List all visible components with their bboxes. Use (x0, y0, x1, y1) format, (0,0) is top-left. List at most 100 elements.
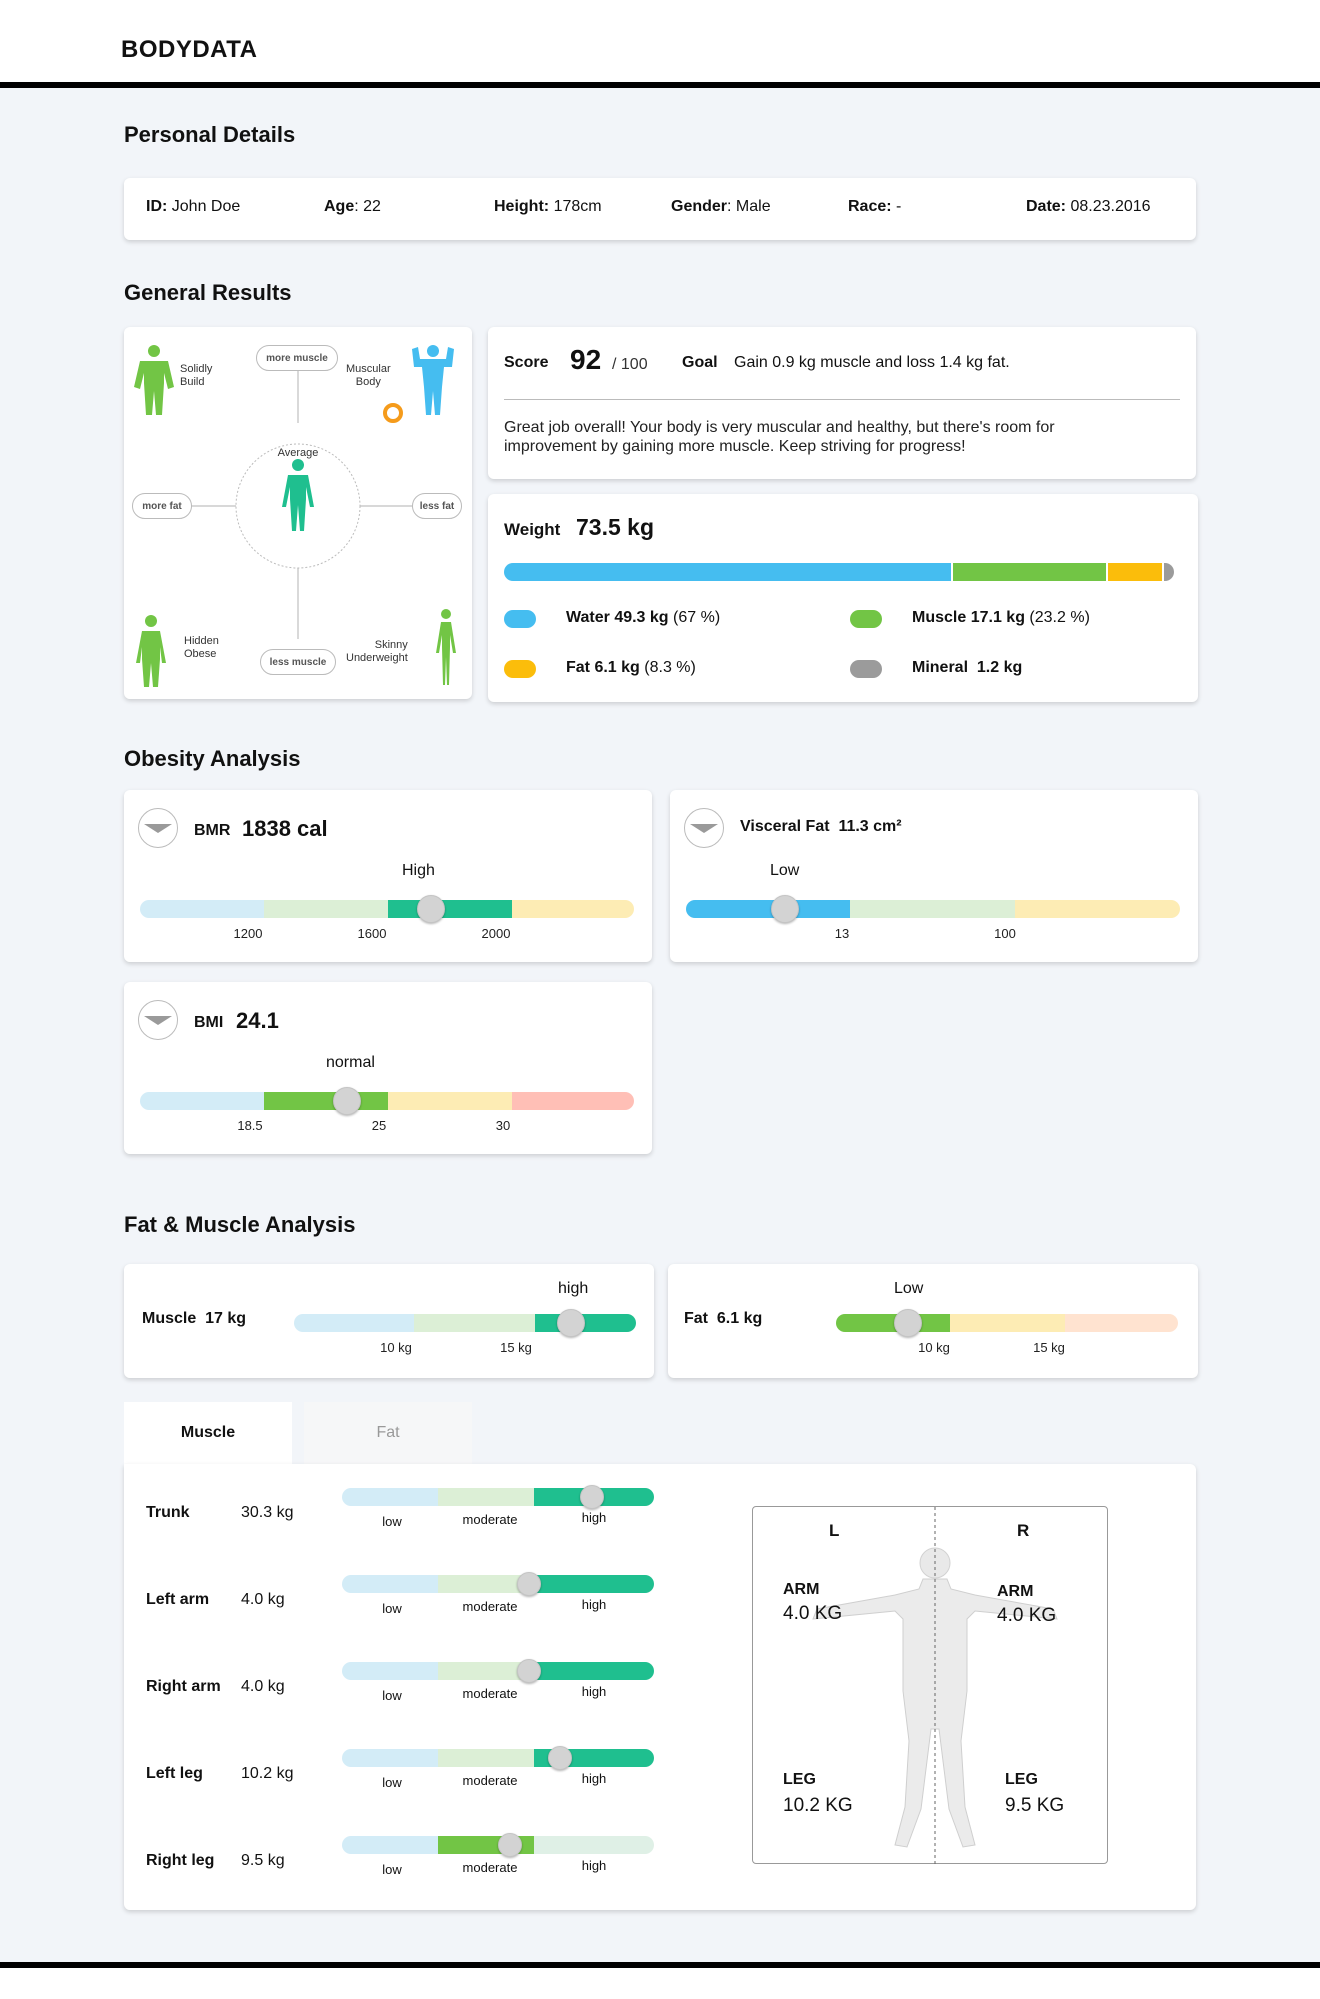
composition-segment-water (504, 563, 953, 581)
segment-row-marker (579, 1485, 604, 1509)
muscle-summary-tick-1: 10 kg (380, 1340, 412, 1355)
bmr-expand-toggle[interactable] (138, 808, 178, 848)
segment-row-track (342, 1488, 654, 1506)
composition-segment-mineral (1163, 563, 1174, 581)
segment-row-name: Right leg (146, 1852, 215, 1869)
bmi-expand-toggle[interactable] (138, 1000, 178, 1040)
water-swatch (504, 610, 536, 628)
scale-low: low (382, 1514, 402, 1529)
chevron-down-icon (144, 823, 172, 833)
bmr-tick-1: 1200 (233, 926, 263, 941)
segment-row-value: 4.0 kg (241, 1591, 285, 1608)
bmi-tick-2: 25 (371, 1118, 387, 1133)
personal-details-title: Personal Details (124, 122, 296, 147)
visceral-fat-heading: Visceral Fat 11.3 cm² (740, 818, 902, 835)
solidly-build-icon (134, 345, 174, 415)
track-segment (342, 1575, 438, 1593)
track-segment (534, 1575, 654, 1593)
scale-high: high (581, 1858, 607, 1873)
score-value: 92 (570, 344, 602, 375)
bmr-tick-2: 1600 (357, 926, 387, 941)
average-label: Average (277, 447, 319, 459)
segment-row-value: 10.2 kg (241, 1765, 294, 1782)
segment-row-marker (517, 1572, 542, 1596)
right-arm-value: 4.0 KG (997, 1605, 1057, 1626)
bmr-status: High (402, 862, 435, 879)
more-fat-pill: more fat (132, 493, 192, 519)
composition-segment-fat (1108, 563, 1164, 581)
height-field: Height: 178cm (494, 198, 602, 215)
scale-high: high (581, 1684, 607, 1699)
segment-row-marker (548, 1746, 573, 1770)
hidden-obese-icon (136, 615, 166, 687)
segment-row-track (342, 1662, 654, 1680)
weight-card: Weight 73.5 kg Water 49.3 kg (67 %) Musc… (488, 494, 1198, 702)
more-muscle-pill: more muscle (256, 345, 338, 371)
track-segment (438, 1575, 534, 1593)
left-leg-value: 10.2 KG (783, 1795, 853, 1816)
fat-summary-status: Low (894, 1280, 924, 1297)
tab-fat[interactable]: Fat (304, 1402, 472, 1464)
score-divider (504, 399, 1180, 400)
mineral-legend: Mineral 1.2 kg (912, 659, 1023, 676)
segment-row-marker (498, 1833, 523, 1857)
track-segment (342, 1749, 438, 1767)
skinny-underweight-icon (436, 609, 456, 685)
id-field: ID: John Doe (146, 198, 241, 215)
body-right-label: R (1017, 1521, 1030, 1540)
general-results-title: General Results (124, 280, 292, 305)
right-leg-label: LEG (1005, 1771, 1038, 1788)
score-summary: Great job overall! Your body is very mus… (504, 419, 1055, 455)
visceral-marker (770, 895, 799, 923)
average-body-icon (282, 459, 314, 531)
tab-muscle[interactable]: Muscle (124, 1402, 292, 1464)
bmi-marker (333, 1087, 362, 1115)
muscle-swatch (850, 610, 882, 628)
muscular-body-label: Muscular Body (346, 363, 391, 388)
body-silhouette-icon (812, 1507, 1058, 1865)
fat-muscle-analysis-title: Fat & Muscle Analysis (124, 1212, 356, 1237)
visceral-status: Low (770, 862, 800, 879)
brand-logo: BODYDATA (121, 36, 258, 63)
scale-low: low (382, 1688, 402, 1703)
left-leg-label: LEG (783, 1771, 816, 1788)
visceral-tick-2: 100 (994, 926, 1016, 941)
personal-details-card: ID: John Doe Age: 22 Height: 178cm Gende… (124, 178, 1196, 240)
gender-field: Gender: Male (671, 198, 771, 215)
track-segment (438, 1662, 534, 1680)
segment-analysis-panel: Trunk 30.3 kg low moderate high Left arm 4.0 k… (124, 1464, 1196, 1910)
fat-summary-tick-2: 15 kg (1033, 1340, 1065, 1355)
track-segment (342, 1836, 438, 1854)
fat-swatch (504, 660, 536, 678)
visceral-expand-toggle[interactable] (684, 808, 724, 848)
score-label: Score (504, 354, 549, 371)
visceral-tick-1: 13 (834, 926, 850, 941)
scale-moderate: moderate (462, 1773, 518, 1788)
scale-high: high (581, 1597, 607, 1612)
fat-summary-card: Fat 6.1 kg Low 10 kg 15 kg (668, 1264, 1198, 1378)
water-legend: Water 49.3 kg (67 %) (566, 609, 721, 626)
muscular-body-icon (412, 345, 454, 415)
fat-summary-track (836, 1314, 1178, 1332)
score-max: / 100 (612, 356, 648, 373)
visceral-fat-card: Visceral Fat 11.3 cm² Low 13 100 (670, 790, 1198, 962)
bmr-card: BMR 1838 cal High 1200 1600 2000 (124, 790, 652, 962)
visceral-track (686, 900, 1180, 918)
goal-text: Gain 0.9 kg muscle and loss 1.4 kg fat. (734, 354, 1010, 371)
scale-high: high (581, 1510, 607, 1525)
segment-row-name: Left leg (146, 1765, 203, 1782)
fat-summary-tick-1: 10 kg (918, 1340, 950, 1355)
scale-moderate: moderate (462, 1860, 518, 1875)
muscle-summary-card: Muscle 17 kg high 10 kg 15 kg (124, 1264, 654, 1378)
bmr-marker (417, 895, 446, 923)
bmr-value: 1838 cal (242, 816, 328, 841)
segment-row-value: 9.5 kg (241, 1852, 285, 1869)
track-segment (534, 1662, 654, 1680)
race-field: Race: - (848, 198, 902, 215)
scale-moderate: moderate (462, 1599, 518, 1614)
bmi-status: normal (326, 1054, 375, 1071)
chevron-down-icon (690, 823, 718, 833)
segment-row-value: 30.3 kg (241, 1504, 294, 1521)
muscle-summary-tick-2: 15 kg (500, 1340, 532, 1355)
bmr-tick-3: 2000 (481, 926, 511, 941)
